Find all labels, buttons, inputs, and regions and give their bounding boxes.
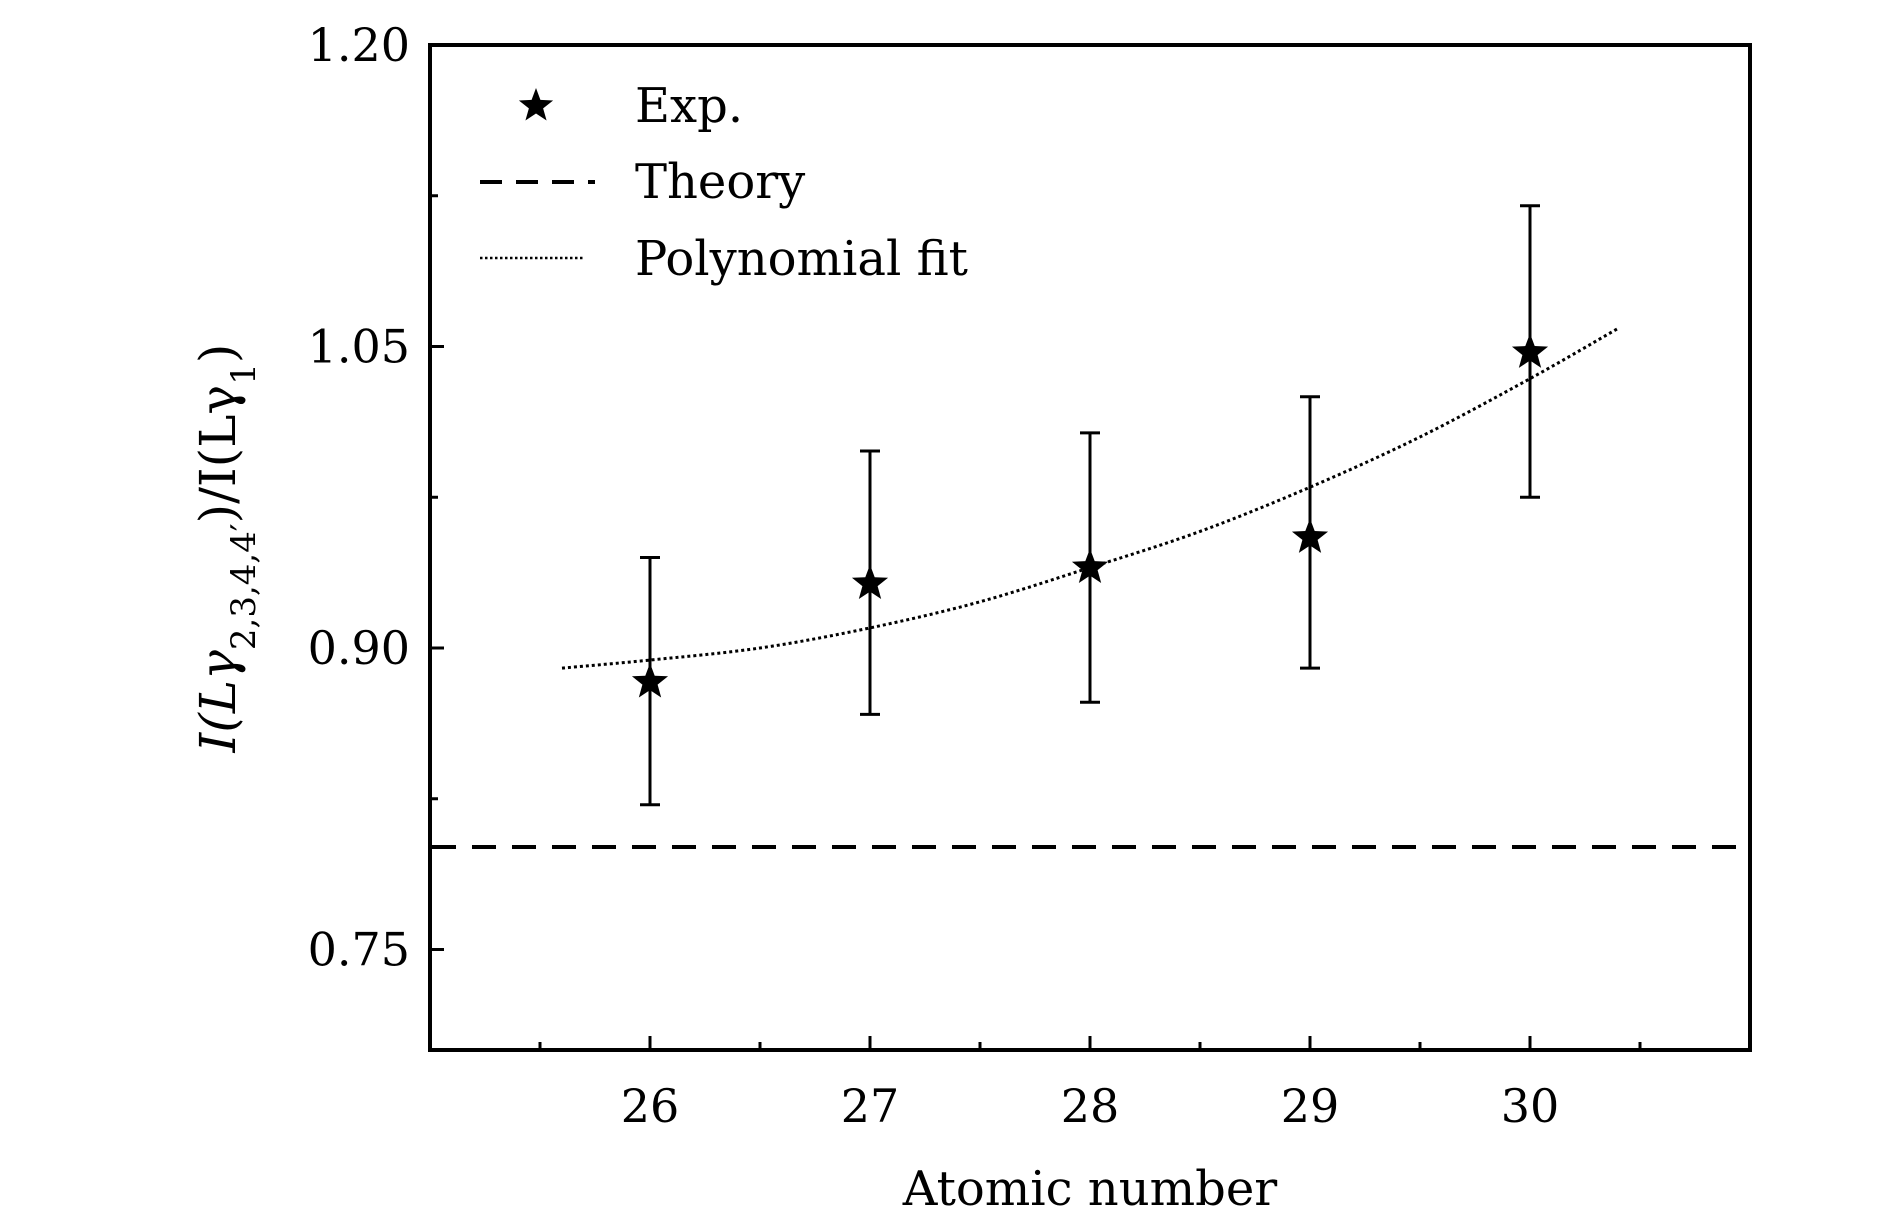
error-bars <box>640 204 1540 807</box>
x-tick-label: 29 <box>1281 1079 1340 1133</box>
data-point-star <box>1291 518 1329 553</box>
x-tick-label: 30 <box>1501 1079 1560 1133</box>
y-tick-label: 0.75 <box>308 923 410 977</box>
legend: Exp. Theory Polynomial fit <box>480 78 968 287</box>
fit-curve <box>561 327 1619 670</box>
legend-item-theory: Theory <box>480 154 805 210</box>
y-tick-label: 0.90 <box>308 621 410 675</box>
data-point-star <box>1071 548 1109 583</box>
legend-label-fit: Polynomial fit <box>635 231 968 287</box>
data-point-star <box>631 663 669 698</box>
ylabel-sub1: 2,3,4,4′ <box>224 523 264 650</box>
x-tick-label: 27 <box>841 1079 900 1133</box>
data-points <box>631 333 1549 698</box>
legend-label-theory: Theory <box>635 154 805 210</box>
data-point-star <box>1511 333 1549 368</box>
axis-ticks <box>430 43 1642 1050</box>
ylabel-middle: )/I(Lγ <box>189 385 247 524</box>
legend-star-icon <box>518 88 554 121</box>
ylabel-sub2: 1 <box>224 363 264 385</box>
x-tick-label: 26 <box>621 1079 680 1133</box>
y-tick-label: 1.05 <box>308 320 410 374</box>
y-tick-label: 1.20 <box>308 18 410 72</box>
data-point-star <box>851 564 889 600</box>
ylabel-main: I(Lγ <box>189 650 247 753</box>
axis-tick-labels: 26 27 28 29 30 0.75 0.90 1.05 1.20 <box>308 18 1560 1133</box>
legend-item-fit: Polynomial fit <box>480 231 968 287</box>
x-axis-title: Atomic number <box>902 1161 1277 1217</box>
y-axis-title: I(Lγ2,3,4,4′)/I(Lγ1) <box>189 344 264 754</box>
legend-item-exp: Exp. <box>518 78 743 134</box>
legend-label-exp: Exp. <box>635 78 743 134</box>
ylabel-end: ) <box>189 344 247 364</box>
x-tick-label: 28 <box>1061 1079 1120 1133</box>
fit-series <box>561 327 1619 670</box>
